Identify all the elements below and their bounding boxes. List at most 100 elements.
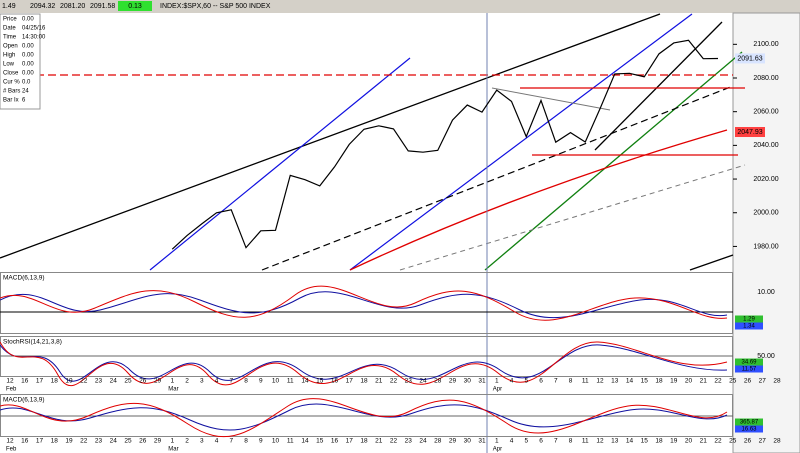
panel-tag-label: 1.34	[743, 324, 755, 330]
info-label: Date	[3, 26, 16, 32]
x-tick-label: 2	[185, 378, 189, 385]
info-label: Close	[3, 71, 19, 77]
header-bar	[0, 0, 800, 13]
x-tick-label: 25	[124, 438, 132, 445]
info-value: 0.00	[22, 17, 34, 23]
x-tick-label: 18	[51, 378, 59, 385]
month-label: Mar	[168, 387, 178, 393]
x-tick-label: 22	[714, 378, 722, 385]
x-tick-label: 23	[405, 438, 413, 445]
info-value: 6	[22, 98, 26, 104]
x-tick-label: 25	[729, 378, 737, 385]
header-field: 1.49	[2, 3, 16, 10]
y-tick-label: 2060.00	[753, 109, 778, 116]
x-tick-label: 15	[316, 378, 324, 385]
y-tick-label: 2000.00	[753, 210, 778, 217]
y-tick-label: 2080.00	[753, 75, 778, 82]
header-field: 2094.32	[30, 3, 55, 10]
x-tick-label: 17	[36, 378, 44, 385]
x-tick-label: 22	[80, 378, 88, 385]
month-label: Apr	[493, 387, 502, 393]
x-tick-label: 23	[405, 378, 413, 385]
info-label: High	[3, 53, 15, 59]
x-tick-label: 16	[21, 378, 29, 385]
x-tick-label: 21	[375, 378, 383, 385]
price-tag	[735, 127, 765, 138]
trend-lines	[0, 13, 746, 453]
x-tick-label: 29	[154, 438, 162, 445]
x-tick-label: 18	[51, 438, 59, 445]
info-value: 14:30:00	[22, 35, 46, 41]
x-tick-label: 26	[139, 378, 147, 385]
x-tick-label: 11	[287, 438, 294, 445]
y-tick-label: 2040.00	[753, 142, 778, 149]
panel-label: MACD(6,13,9)	[3, 397, 45, 404]
info-box	[0, 13, 41, 110]
y-tick-label: 1980.00	[753, 243, 778, 250]
x-tick-label: 1	[170, 438, 174, 445]
info-label: Open	[3, 44, 18, 50]
month-label: Feb	[6, 447, 17, 453]
x-tick-label: 4	[215, 438, 219, 445]
x-tick-label: 21	[700, 378, 708, 385]
panel-tick-label: 50.00	[757, 353, 775, 360]
x-tick-label: 4	[215, 378, 219, 385]
x-tick-label: 26	[744, 438, 752, 445]
panel-tag-label: 11.57	[742, 367, 757, 373]
info-label: Cur %	[3, 80, 20, 86]
x-tick-label: 18	[655, 438, 663, 445]
x-tick-label: 28	[773, 378, 781, 385]
x-tick-label: 19	[65, 378, 73, 385]
x-tick-label: 29	[154, 378, 162, 385]
price-tag-label: 2091.63	[737, 55, 762, 62]
x-tick-label: 28	[434, 378, 442, 385]
x-tick-label: 30	[464, 438, 472, 445]
x-tick-label: 7	[229, 438, 233, 445]
x-tick-label: 11	[287, 378, 294, 385]
x-tick-label: 19	[670, 438, 678, 445]
x-tick-label: 14	[626, 378, 634, 385]
x-tick-label: 6	[539, 438, 543, 445]
month-label: Feb	[6, 387, 17, 393]
month-label: Mar	[168, 447, 178, 453]
x-tick-label: 3	[200, 378, 204, 385]
month-label: Apr	[493, 447, 502, 453]
axis-column	[732, 12, 800, 453]
x-tick-label: 23	[95, 438, 103, 445]
price-tag	[735, 53, 765, 64]
x-tick-label: 23	[95, 378, 103, 385]
info-value: 0.00	[22, 71, 34, 77]
x-tick-label: 9	[259, 438, 263, 445]
x-tick-label: 11	[582, 438, 589, 445]
x-tick-label: 27	[759, 438, 767, 445]
x-tick-label: 1	[170, 378, 174, 385]
panel-tag	[735, 418, 763, 426]
x-tick-label: 8	[244, 438, 248, 445]
x-tick-label: 24	[419, 438, 427, 445]
info-value: 0.00	[22, 53, 34, 59]
x-tick-label: 1	[495, 378, 499, 385]
x-tick-label: 4	[510, 438, 514, 445]
x-tick-label: 12	[6, 378, 14, 385]
x-tick-label: 7	[229, 378, 233, 385]
x-tick-label: 16	[331, 438, 339, 445]
info-value: 0.0	[22, 80, 31, 86]
x-tick-label: 29	[449, 438, 457, 445]
panel-tag-label: 16.63	[741, 427, 757, 433]
panel-tag	[735, 315, 763, 323]
x-tick-label: 7	[554, 438, 558, 445]
x-tick-label: 20	[685, 438, 693, 445]
x-tick-label: 17	[36, 438, 44, 445]
panel-tag-label: 1.29	[743, 317, 755, 323]
x-tick-label: 18	[360, 438, 368, 445]
info-value: 0.00	[22, 44, 34, 50]
x-tick-label: 10	[272, 378, 280, 385]
x-tick-label: 18	[360, 378, 368, 385]
x-tick-label: 17	[346, 378, 354, 385]
x-tick-label: 18	[655, 378, 663, 385]
x-tick-label: 12	[6, 438, 14, 445]
panel-frames	[0, 272, 733, 437]
x-tick-label: 22	[390, 378, 398, 385]
x-tick-label: 16	[21, 438, 29, 445]
